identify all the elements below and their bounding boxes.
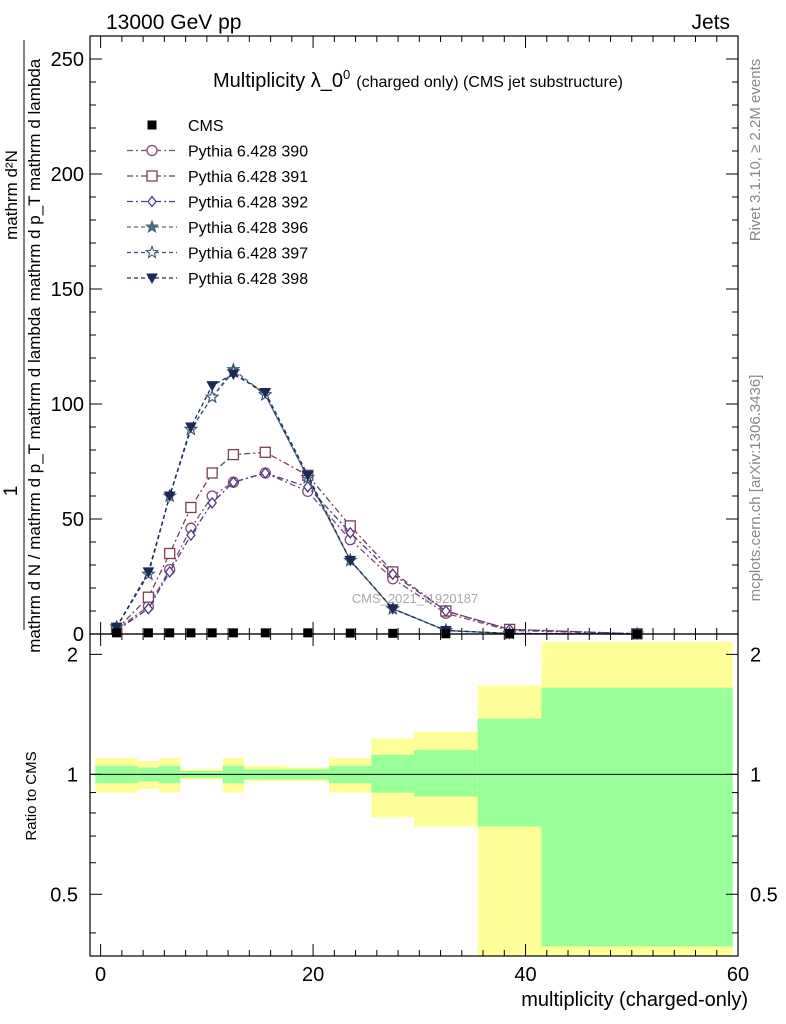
series-6-point bbox=[142, 567, 155, 578]
cms-point bbox=[388, 628, 398, 638]
series-3-point bbox=[260, 466, 271, 480]
chart-title: Multiplicity λ_00 (charged only) (CMS jet… bbox=[213, 67, 623, 92]
legend-marker-3 bbox=[147, 195, 157, 208]
watermark: CMS_2021_I1920187 bbox=[352, 591, 479, 606]
y-label-num: 1 bbox=[1, 486, 22, 497]
series-2-point bbox=[142, 591, 155, 603]
series-6-point bbox=[259, 388, 272, 399]
series-3-point bbox=[302, 480, 313, 493]
series-6-point bbox=[227, 369, 240, 381]
rivet-label: Rivet 3.1.10, ≥ 2.2M events bbox=[747, 59, 764, 242]
ratio-y-label: Ratio to CMS bbox=[23, 751, 40, 840]
x-tick-label-60: 60 bbox=[727, 964, 749, 986]
legend-label-3: Pythia 6.428 392 bbox=[188, 195, 308, 212]
x-tick-label-40: 40 bbox=[514, 964, 536, 986]
series-line-3 bbox=[116, 472, 638, 635]
legend-marker-6 bbox=[146, 273, 158, 285]
series-6-point bbox=[344, 555, 357, 567]
legend-label-6: Pythia 6.428 398 bbox=[188, 271, 308, 288]
cms-point bbox=[345, 628, 355, 638]
legend-marker-4 bbox=[144, 219, 160, 234]
main-panel: 0 50 100 150 200 250 CMS_2021_I1920187 Multip… bbox=[1, 35, 739, 653]
y-tick-label-50: 50 bbox=[62, 509, 84, 531]
x-tick-label-0: 0 bbox=[95, 964, 106, 986]
process-label: 13000 GeV pp bbox=[106, 11, 241, 34]
series-6-point bbox=[163, 491, 176, 503]
cms-point bbox=[143, 628, 153, 638]
series-line-2 bbox=[116, 451, 638, 635]
legend-marker-1 bbox=[146, 144, 158, 157]
series-6-point bbox=[185, 422, 197, 434]
y-tick-label-0: 0 bbox=[73, 624, 84, 646]
series-6-point bbox=[386, 604, 399, 615]
cms-point bbox=[260, 628, 270, 638]
cms-point bbox=[112, 628, 122, 638]
ratio-band-inner-10 bbox=[414, 750, 478, 797]
mcplots-label: mcplots.cern.ch [arXiv:1306.3436] bbox=[747, 375, 764, 602]
ratio-y-tick-label-right-2: 2 bbox=[750, 644, 761, 666]
y-axis-label: 1 mathrm d N / mathrm d p_T mathrm d lam… bbox=[1, 40, 44, 653]
series-3-point bbox=[186, 529, 196, 542]
series-6-point bbox=[301, 470, 314, 482]
legend-label-2: Pythia 6.428 391 bbox=[188, 169, 308, 186]
legend: CMS Pythia 6.428 390 Pythia 6.428 391 Pythi… bbox=[127, 118, 308, 288]
legend-label-0: CMS bbox=[188, 118, 224, 135]
legend-label-1: Pythia 6.428 390 bbox=[188, 144, 308, 161]
ratio-y-tick-label-right-1: 1 bbox=[750, 764, 761, 786]
cms-point bbox=[186, 628, 196, 638]
ratio-y-tick-label-1: 1 bbox=[67, 764, 78, 786]
series-6-point bbox=[206, 381, 219, 392]
ratio-band-inner-9 bbox=[371, 754, 414, 793]
series-2-point bbox=[206, 467, 218, 479]
ratio-y-tick-label-0.5: 0.5 bbox=[50, 884, 78, 906]
series-1 bbox=[110, 467, 643, 640]
y-label-den: mathrm d N / mathrm d p_T mathrm d lambd… bbox=[25, 307, 44, 653]
series-3-point bbox=[441, 604, 451, 618]
y-tick-label-100: 100 bbox=[51, 394, 84, 416]
y-label-num2: mathrm d²N bbox=[2, 150, 21, 240]
series-line-1 bbox=[116, 472, 638, 635]
x-axis-label: multiplicity (charged-only) bbox=[521, 989, 748, 1011]
legend-marker-0 bbox=[147, 120, 157, 130]
series-3-point bbox=[207, 496, 217, 509]
y-tick-label-200: 200 bbox=[51, 164, 84, 186]
series-3-point bbox=[228, 476, 239, 489]
y-tick-label-150: 150 bbox=[51, 279, 84, 301]
cms-point bbox=[207, 628, 217, 638]
series-6-point bbox=[110, 622, 123, 634]
series-2-point bbox=[164, 547, 176, 560]
ratio-band-inner-12 bbox=[541, 687, 733, 947]
series-2-point bbox=[259, 446, 271, 458]
ratio-panel: 0 20 40 60 0.5 0.5 1 1 2 2 Ratio to CMS multiplic… bbox=[23, 633, 778, 1011]
legend-label-5: Pythia 6.428 397 bbox=[188, 246, 308, 263]
ratio-y-tick-label-2: 2 bbox=[67, 644, 78, 666]
y-label-den2: mathrm d p_T mathrm d lambda bbox=[25, 58, 44, 301]
legend-marker-2 bbox=[146, 170, 158, 182]
series-2-point bbox=[227, 448, 240, 461]
category-label: Jets bbox=[691, 11, 730, 34]
ratio-frame bbox=[89, 633, 739, 957]
series-3-point bbox=[143, 602, 154, 615]
series-5-point bbox=[205, 389, 220, 404]
cms-point bbox=[228, 628, 238, 638]
cms-point bbox=[165, 628, 175, 638]
legend-marker-5 bbox=[144, 244, 160, 259]
series-2-point bbox=[185, 501, 197, 514]
ratio-band-inner-11 bbox=[477, 718, 542, 827]
ratio-y-tick-label-right-0.5: 0.5 bbox=[750, 884, 778, 906]
series-3-point bbox=[387, 568, 398, 581]
x-tick-label-20: 20 bbox=[302, 964, 324, 986]
cms-point bbox=[303, 628, 313, 638]
y-tick-label-250: 250 bbox=[51, 49, 84, 71]
legend-label-4: Pythia 6.428 396 bbox=[188, 220, 308, 237]
series-3 bbox=[111, 466, 642, 640]
series-3-point bbox=[164, 565, 175, 578]
series-3-point bbox=[345, 526, 356, 539]
series-2 bbox=[110, 446, 643, 640]
